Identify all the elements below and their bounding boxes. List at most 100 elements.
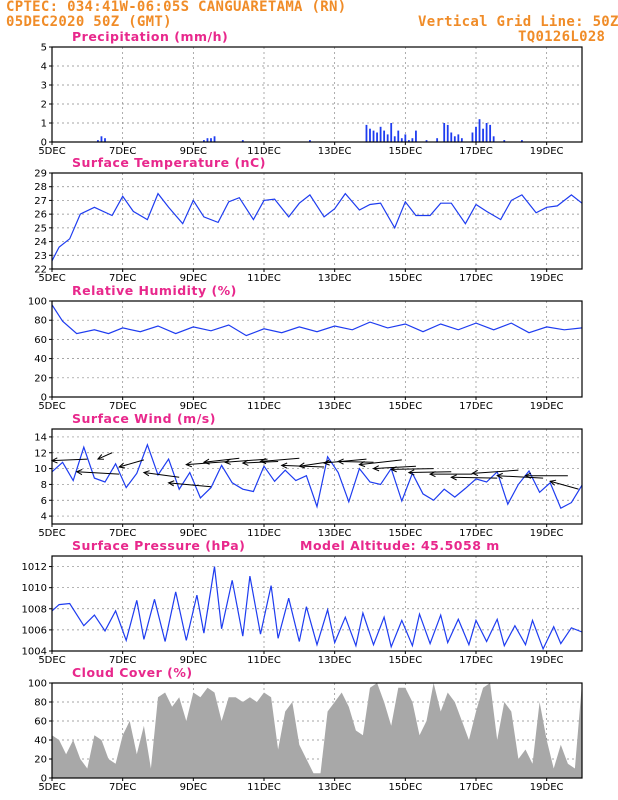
precip-bar (404, 134, 407, 142)
y-tick-label: 22 (34, 265, 47, 276)
wind-arrow-head (407, 469, 415, 476)
wind-arrow (118, 459, 145, 468)
x-tick-label: 13DEC (318, 528, 352, 539)
x-tick-label: 9DEC (180, 401, 207, 412)
x-tick-label: 13DEC (318, 782, 352, 793)
x-tick-label: 5DEC (38, 273, 65, 284)
wind-arrow (408, 471, 452, 474)
x-tick-label: 13DEC (318, 273, 352, 284)
y-tick-label: 2 (41, 100, 47, 111)
wind-arrow-head (322, 459, 330, 466)
panel-3: Relative Humidity (%) 0 20 40 60 80 100 5DEC 7DE… (28, 283, 583, 412)
y-tick-label: 26 (34, 210, 47, 221)
wind-arrow-head (75, 468, 83, 476)
x-tick-label: 11DEC (247, 528, 281, 539)
cloud-cover-area (52, 683, 582, 778)
wind-arrow-head (471, 469, 479, 477)
x-tick-label: 15DEC (388, 782, 422, 793)
y-tick-label: 0 (41, 138, 47, 149)
wind-arrow (260, 457, 300, 462)
x-tick-label: 13DEC (318, 655, 352, 666)
x-tick-label: 7DEC (109, 782, 136, 793)
y-tick-label: 23 (34, 251, 47, 262)
x-tick-label: 5DEC (38, 401, 65, 412)
y-tick-label: 25 (34, 223, 47, 234)
panel-title: Surface Temperature (nC) (72, 155, 266, 170)
x-tick-label: 15DEC (388, 528, 422, 539)
series-line (51, 566, 583, 651)
y-tick-label: 12 (34, 448, 47, 459)
x-tick-label: 7DEC (109, 401, 136, 412)
y-tick-label: 100 (28, 679, 47, 690)
y-tick-label: 27 (34, 196, 47, 207)
wind-arrow-head (372, 465, 380, 472)
precip-bar (386, 134, 389, 142)
y-tick-label: 40 (34, 736, 47, 747)
wind-arrow-head (298, 462, 306, 469)
panel-frame (51, 300, 583, 398)
x-tick-label: 15DEC (388, 401, 422, 412)
y-tick-label: 1008 (22, 604, 47, 615)
y-tick-label: 20 (34, 373, 47, 384)
panel-frame (51, 428, 583, 525)
y-tick-label: 14 (34, 432, 47, 443)
x-tick-label: 7DEC (109, 655, 136, 666)
precip-bar (104, 138, 106, 142)
wind-arrow (203, 457, 240, 463)
x-tick-label: 9DEC (180, 528, 207, 539)
panel-title: Precipitation (mm/h) (72, 29, 228, 44)
x-tick-label: 19DEC (530, 401, 564, 412)
y-tick-label: 1004 (22, 647, 47, 658)
precip-bar (450, 132, 453, 142)
x-tick-label: 17DEC (459, 528, 493, 539)
wind-arrow (359, 459, 402, 466)
x-tick-label: 19DEC (530, 528, 564, 539)
x-tick-label: 15DEC (388, 655, 422, 666)
x-tick-label: 9DEC (180, 782, 207, 793)
wind-arrow-head (428, 471, 436, 478)
y-tick-label: 28 (34, 182, 47, 193)
datetime-label: 05DEC2020 50Z (GMT) (6, 14, 172, 30)
x-tick-label: 5DEC (38, 655, 65, 666)
precip-bar (309, 140, 311, 142)
precip-bar (206, 138, 209, 142)
wind-arrow (497, 475, 544, 479)
y-tick-label: 20 (34, 755, 47, 766)
y-tick-label: 6 (41, 496, 47, 507)
wind-arrow-head (524, 472, 532, 479)
wind-arrow-head (280, 462, 288, 469)
precip-bar (383, 130, 386, 142)
precip-bar (485, 123, 488, 142)
precip-bar (521, 140, 523, 142)
wind-arrow (76, 471, 120, 475)
precip-bar (407, 140, 410, 142)
wind-arrow-head (167, 480, 175, 487)
x-tick-label: 7DEC (109, 273, 136, 284)
precip-bar (411, 138, 414, 142)
precip-bar (213, 136, 216, 142)
precip-bar (376, 132, 378, 142)
x-tick-label: 15DEC (388, 146, 422, 157)
precip-bar (369, 128, 371, 142)
precip-bar (471, 132, 474, 142)
wind-arrow (324, 458, 367, 464)
precip-bar (415, 130, 417, 142)
panel-title: Relative Humidity (%) (72, 283, 237, 298)
x-tick-label: 11DEC (247, 655, 281, 666)
wind-arrow (281, 464, 325, 468)
precip-bar (489, 124, 492, 142)
panel-title: Cloud Cover (%) (72, 665, 193, 680)
y-tick-label: 60 (34, 717, 47, 728)
series-line (51, 304, 583, 337)
x-tick-label: 13DEC (318, 146, 352, 157)
wind-arrow (51, 458, 88, 462)
y-tick-label: 40 (34, 354, 47, 365)
y-tick-label: 8 (41, 480, 47, 491)
x-tick-label: 11DEC (247, 401, 281, 412)
y-tick-label: 4 (41, 512, 47, 523)
y-tick-label: 3 (41, 81, 47, 92)
panel-frame (51, 555, 583, 652)
y-tick-label: 10 (34, 464, 47, 475)
wind-arrow (97, 452, 113, 460)
y-tick-label: 0 (41, 393, 47, 404)
